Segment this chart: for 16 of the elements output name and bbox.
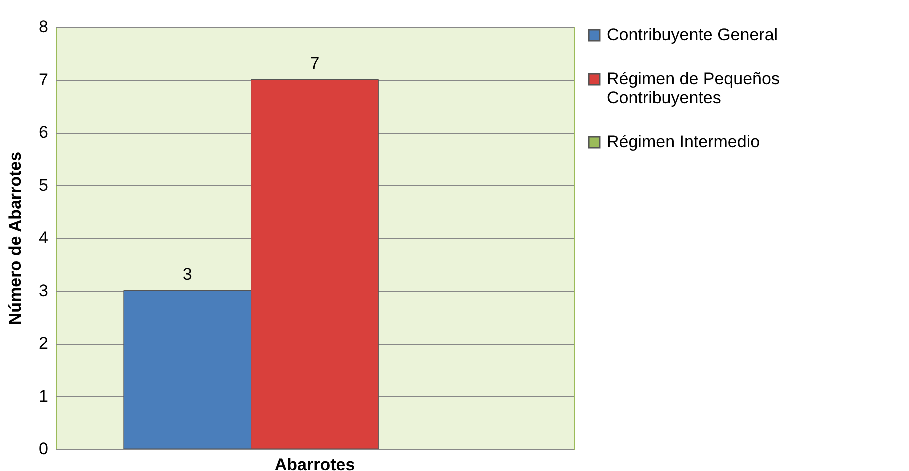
legend-label: Régimen Intermedio (607, 132, 760, 152)
y-tick-label: 4 (39, 228, 48, 248)
y-axis-title: Número de Abarrotes (6, 152, 26, 326)
legend-label: Contribuyente General (607, 26, 778, 44)
y-tick-label: 8 (39, 18, 48, 36)
y-tick-label: 0 (39, 440, 48, 458)
y-tick-label: 6 (39, 123, 48, 142)
x-tick-label: Abarrotes (274, 456, 356, 471)
y-tick-label: 2 (39, 334, 48, 353)
data-label: 3 (182, 264, 192, 284)
y-tick-label: 1 (39, 386, 48, 406)
y-tick-label: 3 (39, 281, 48, 300)
y-tick-label: 5 (39, 176, 48, 195)
data-label: 7 (310, 54, 320, 73)
legend-label: Régimen de Pequeños Contribuyentes (607, 70, 780, 108)
y-tick-label: 7 (39, 70, 48, 90)
